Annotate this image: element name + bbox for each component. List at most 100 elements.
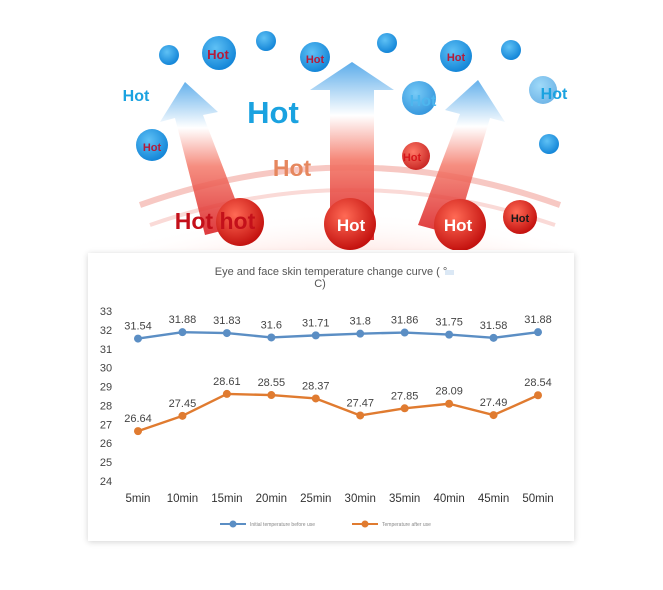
y-tick-label: 27 — [100, 419, 112, 431]
blue-bubble — [256, 31, 276, 51]
y-tick-label: 26 — [100, 438, 112, 450]
data-label: 28.37 — [302, 380, 330, 392]
data-label: 27.85 — [391, 390, 419, 402]
data-label: 31.54 — [124, 321, 152, 333]
x-tick-label: 30min — [345, 493, 376, 505]
data-point — [178, 328, 187, 337]
x-tick-label: 10min — [167, 493, 198, 505]
x-tick-label: 40min — [433, 493, 464, 505]
blue-bubble — [440, 40, 472, 72]
y-tick-label: 30 — [100, 363, 112, 375]
right-arrow — [418, 80, 505, 235]
data-label: 31.86 — [391, 315, 419, 327]
hot-label: Hot — [403, 152, 422, 164]
y-tick-label: 24 — [100, 476, 112, 488]
data-point — [222, 329, 231, 338]
data-label: 27.47 — [346, 397, 374, 409]
data-point — [445, 330, 454, 339]
series-line — [137, 330, 539, 340]
data-point — [400, 404, 409, 413]
hot-label: Hot — [143, 142, 162, 154]
legend-label: Temperature after use — [382, 522, 431, 528]
hot-label: Hot — [247, 95, 299, 130]
data-point — [489, 411, 498, 420]
red-bubble — [402, 142, 430, 170]
data-label: 31.58 — [480, 320, 508, 332]
legend-label: Initial temperature before use — [250, 522, 315, 528]
data-label: 31.88 — [169, 314, 197, 326]
blue-bubble — [159, 45, 179, 65]
left-arrow — [160, 82, 245, 235]
blue-bubble — [539, 134, 559, 154]
hot-label: Hot — [410, 93, 437, 110]
legend-marker — [361, 520, 369, 528]
data-point — [178, 411, 187, 420]
data-label: 27.45 — [169, 398, 197, 410]
x-tick-label: 50min — [522, 493, 553, 505]
data-point — [400, 328, 409, 337]
blue-bubble — [136, 129, 168, 161]
red-bubble — [324, 198, 376, 250]
data-point — [489, 333, 498, 342]
data-point — [534, 391, 542, 400]
data-point — [356, 411, 365, 420]
blue-bubble — [529, 76, 557, 104]
hot-label: Hot — [123, 88, 150, 105]
hot-label: Hot — [337, 216, 366, 235]
y-tick-label: 31 — [100, 344, 112, 356]
blue-bubble — [377, 33, 397, 53]
hot-label: Hot — [273, 155, 312, 181]
y-tick-label: 33 — [100, 306, 112, 318]
data-label: 31.71 — [302, 317, 330, 329]
chart-title-line2: C) — [314, 278, 326, 290]
chart-title: Eye and face skin temperature change cur… — [215, 266, 447, 278]
x-tick-label: 20min — [256, 493, 287, 505]
data-point — [134, 334, 142, 343]
x-tick-label: 45min — [478, 493, 509, 505]
y-tick-label: 25 — [100, 457, 112, 469]
data-point — [534, 328, 542, 337]
hot-label: Hot hot — [175, 208, 256, 234]
blue-bubble — [202, 36, 236, 70]
data-point — [311, 331, 320, 340]
hot-label: Hot — [447, 52, 466, 64]
plot-area: 24 25 26 27 28 29 30 31 32 33 5min 10min 15min 20min 2… — [100, 306, 554, 505]
center-arrow — [310, 62, 394, 240]
hot-label: Hot — [207, 47, 229, 62]
heat-illustration: Hot Hot Hot Hot Hot Hot Hot Hot Hot Hot … — [100, 31, 600, 250]
data-label: 28.54 — [524, 377, 552, 389]
data-label: 31.83 — [213, 315, 241, 327]
data-label: 28.61 — [213, 376, 241, 388]
data-label: 31.8 — [350, 316, 371, 328]
hot-label: Hot — [541, 86, 568, 103]
data-label: 28.55 — [258, 377, 286, 389]
hot-label: Hot — [444, 216, 473, 235]
hot-label: Hot — [306, 54, 325, 66]
data-label: 26.64 — [124, 413, 152, 425]
blue-bubble — [402, 81, 436, 115]
chart-card: Eye and face skin temperature change cur… — [88, 253, 574, 541]
red-bubble — [434, 199, 486, 250]
blue-bubble — [501, 40, 521, 60]
red-bubble — [216, 198, 264, 246]
series-line — [137, 392, 539, 433]
red-bubble — [503, 200, 537, 234]
data-point — [134, 427, 142, 436]
legend: Initial temperature before use Temperatur… — [220, 520, 431, 528]
data-point — [222, 389, 231, 398]
y-tick-label: 29 — [100, 382, 112, 394]
blue-bubble — [300, 42, 330, 72]
y-tick-label: 28 — [100, 400, 112, 412]
legend-marker — [229, 520, 237, 528]
hot-label: Hot — [511, 213, 530, 225]
data-label: 28.09 — [435, 386, 463, 398]
data-point — [267, 391, 276, 400]
data-label: 31.6 — [261, 319, 282, 331]
temperature-line-chart: Eye and face skin temperature change cur… — [100, 266, 554, 528]
data-point — [356, 329, 365, 338]
data-label: 27.49 — [480, 397, 508, 409]
data-point — [445, 399, 454, 408]
x-tick-label: 25min — [300, 493, 331, 505]
x-tick-label: 5min — [126, 493, 151, 505]
x-tick-label: 15min — [211, 493, 242, 505]
